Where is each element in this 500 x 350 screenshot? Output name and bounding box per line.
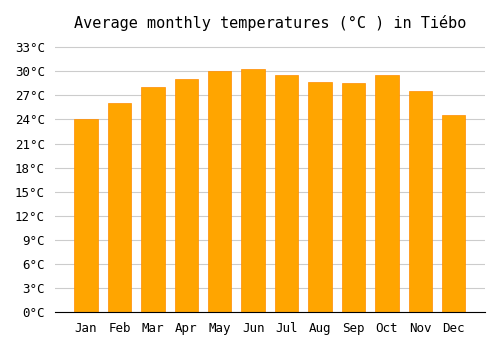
- Bar: [141, 86, 165, 312]
- Bar: [375, 75, 398, 312]
- Bar: [442, 116, 466, 312]
- Bar: [308, 83, 332, 312]
- Bar: [242, 69, 265, 312]
- Bar: [408, 91, 432, 312]
- Bar: [108, 103, 131, 312]
- Bar: [74, 119, 98, 312]
- Bar: [208, 71, 232, 312]
- Bar: [174, 79, 198, 312]
- Bar: [342, 83, 365, 312]
- Bar: [275, 75, 298, 312]
- Title: Average monthly temperatures (°C ) in Tiébo: Average monthly temperatures (°C ) in Ti…: [74, 15, 466, 31]
